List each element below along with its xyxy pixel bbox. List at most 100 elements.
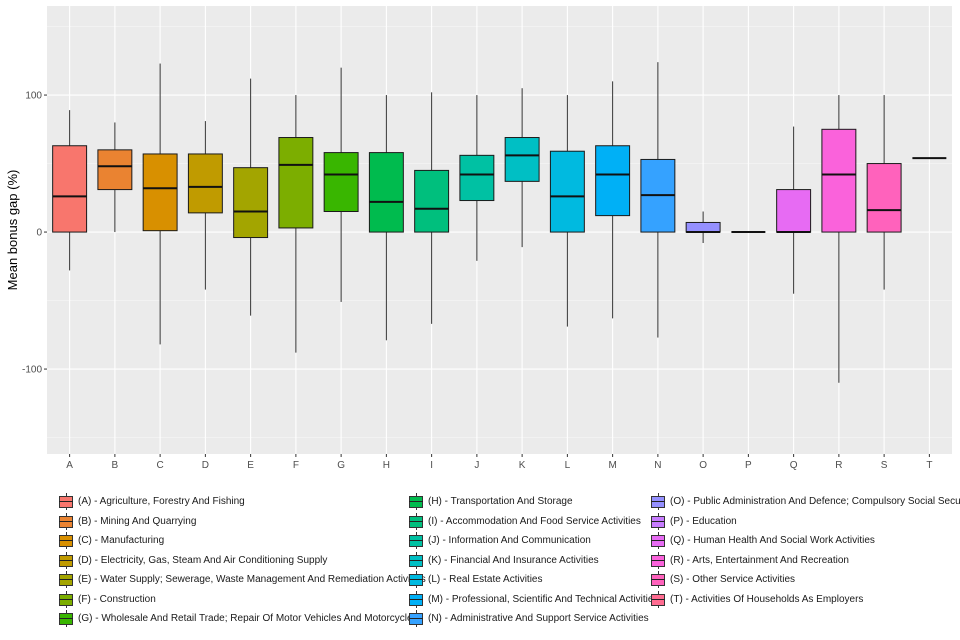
x-tick-label: O xyxy=(699,460,707,471)
legend-item: (O) - Public Administration And Defence;… xyxy=(650,492,960,512)
box-iqr xyxy=(278,137,314,229)
legend-key-icon xyxy=(650,551,666,569)
legend-key-icon xyxy=(408,532,424,550)
legend-column: (O) - Public Administration And Defence;… xyxy=(650,492,960,609)
legend-key-icon xyxy=(650,571,666,589)
x-tick-label: J xyxy=(474,460,479,471)
x-tick-label: M xyxy=(608,460,616,471)
legend-label: (Q) - Human Health And Social Work Activ… xyxy=(670,535,875,547)
legend-label: (B) - Mining And Quarrying xyxy=(78,515,197,527)
box-S xyxy=(866,95,902,290)
legend-label: (P) - Education xyxy=(670,515,737,527)
box-D xyxy=(187,121,223,290)
legend-item: (L) - Real Estate Activities xyxy=(408,570,658,590)
x-tick-label: D xyxy=(202,460,209,471)
legend-key-icon xyxy=(408,610,424,628)
legend-label: (E) - Water Supply; Sewerage, Waste Mana… xyxy=(78,574,426,586)
legend-key-icon xyxy=(58,590,74,608)
box-iqr xyxy=(776,189,812,233)
box-C xyxy=(142,63,178,345)
legend-item: (P) - Education xyxy=(650,512,960,532)
legend-key-icon xyxy=(408,512,424,530)
legend-item: (T) - Activities Of Households As Employ… xyxy=(650,590,960,610)
legend: (A) - Agriculture, Forestry And Fishing (… xyxy=(58,492,960,632)
legend-item: (S) - Other Service Activities xyxy=(650,570,960,590)
legend-item: (I) - Accommodation And Food Service Act… xyxy=(408,512,658,532)
legend-item: (G) - Wholesale And Retail Trade; Repair… xyxy=(58,609,426,629)
legend-key-icon xyxy=(408,493,424,511)
box-B xyxy=(97,122,133,233)
x-tick-label: A xyxy=(66,460,73,471)
box-iqr xyxy=(459,154,495,202)
legend-label: (C) - Manufacturing xyxy=(78,535,165,547)
box-I xyxy=(414,92,450,324)
box-iqr xyxy=(821,128,857,233)
box-K xyxy=(504,88,540,248)
legend-key-icon xyxy=(650,493,666,511)
legend-item: (H) - Transportation And Storage xyxy=(408,492,658,512)
box-iqr xyxy=(595,145,631,217)
box-R xyxy=(821,95,857,383)
legend-label: (R) - Arts, Entertainment And Recreation xyxy=(670,554,849,566)
plot-panel xyxy=(47,6,952,454)
legend-column: (A) - Agriculture, Forestry And Fishing (… xyxy=(58,492,426,629)
x-tick-label: N xyxy=(654,460,661,471)
legend-label: (H) - Transportation And Storage xyxy=(428,496,573,508)
legend-key-icon xyxy=(408,571,424,589)
box-H xyxy=(368,95,404,341)
legend-key-icon xyxy=(58,551,74,569)
box-iqr xyxy=(368,152,404,233)
x-tick-label: S xyxy=(881,460,888,471)
x-tick-label: Q xyxy=(790,460,798,471)
x-tick-label: H xyxy=(383,460,390,471)
legend-item: (M) - Professional, Scientific And Techn… xyxy=(408,590,658,610)
x-tick-label: R xyxy=(835,460,842,471)
box-iqr xyxy=(504,137,540,182)
legend-key-icon xyxy=(58,532,74,550)
box-G xyxy=(323,67,359,302)
box-L xyxy=(549,95,585,327)
y-tick-label: 100 xyxy=(25,91,42,102)
box-E xyxy=(233,78,269,316)
box-iqr xyxy=(414,169,450,233)
x-tick-label: E xyxy=(247,460,254,471)
legend-label: (S) - Other Service Activities xyxy=(670,574,796,586)
box-iqr xyxy=(233,167,269,239)
legend-key-icon xyxy=(408,551,424,569)
box-iqr xyxy=(97,149,133,191)
box-iqr xyxy=(52,145,88,233)
legend-item: (A) - Agriculture, Forestry And Fishing xyxy=(58,492,426,512)
box-J xyxy=(459,95,495,261)
legend-item: (E) - Water Supply; Sewerage, Waste Mana… xyxy=(58,570,426,590)
y-tick-label: -100 xyxy=(22,365,42,376)
box-iqr xyxy=(549,150,585,233)
legend-key-icon xyxy=(58,512,74,530)
legend-item: (F) - Construction xyxy=(58,590,426,610)
legend-key-icon xyxy=(650,590,666,608)
y-tick-label: 0 xyxy=(36,228,42,239)
legend-label: (T) - Activities Of Households As Employ… xyxy=(670,593,864,605)
box-iqr xyxy=(187,153,223,214)
box-iqr xyxy=(323,152,359,213)
x-axis: A B C D E F G H I J K L M N O P Q R S T xyxy=(66,454,932,471)
x-tick-label: I xyxy=(430,460,433,471)
y-axis-label: Mean bonus gap (%) xyxy=(5,170,20,291)
box-iqr xyxy=(866,163,902,233)
legend-label: (N) - Administrative And Support Service… xyxy=(428,613,649,625)
box-Q xyxy=(776,126,812,294)
legend-label: (O) - Public Administration And Defence;… xyxy=(670,496,960,508)
box-M xyxy=(595,81,631,319)
x-tick-label: G xyxy=(337,460,345,471)
box-iqr xyxy=(142,153,178,232)
legend-label: (D) - Electricity, Gas, Steam And Air Co… xyxy=(78,554,328,566)
legend-item: (C) - Manufacturing xyxy=(58,531,426,551)
legend-item: (Q) - Human Health And Social Work Activ… xyxy=(650,531,960,551)
x-tick-label: P xyxy=(745,460,752,471)
legend-item: (J) - Information And Communication xyxy=(408,531,658,551)
legend-label: (J) - Information And Communication xyxy=(428,535,591,547)
legend-key-icon xyxy=(58,610,74,628)
legend-key-icon xyxy=(58,571,74,589)
box-O xyxy=(685,211,721,244)
legend-item: (K) - Financial And Insurance Activities xyxy=(408,551,658,571)
